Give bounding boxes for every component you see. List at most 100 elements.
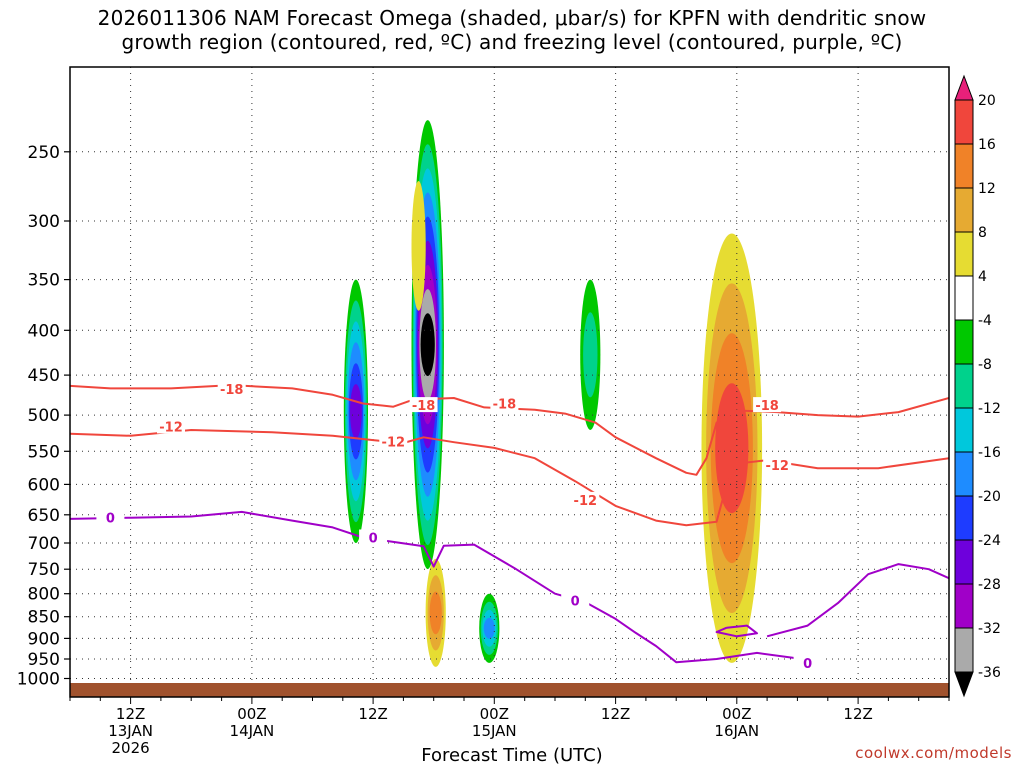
contour-label-bg-2-1 — [359, 529, 388, 545]
contour-label-2-2: 0 — [571, 595, 580, 610]
contour-label-bg-1-1 — [379, 433, 408, 449]
contour-1 — [70, 429, 949, 527]
contour-label-2-0: 0 — [106, 512, 115, 527]
contour-4 — [715, 624, 758, 638]
colorbar-cell-0 — [954, 99, 974, 145]
colorbar-label-5: -4 — [978, 313, 992, 329]
y-tick-label-500: 500 — [28, 406, 60, 426]
colorbar-label-1: 16 — [978, 137, 996, 153]
contour-label-1-0: -12 — [159, 420, 183, 435]
y-tick-label-650: 650 — [28, 506, 60, 526]
contour-label-bg-0-3 — [753, 397, 782, 413]
y-tick-label-350: 350 — [28, 271, 60, 291]
colorbar-cell-1 — [954, 143, 974, 189]
y-tick-label-850: 850 — [28, 608, 60, 628]
colorbar-top-arrow — [954, 74, 974, 101]
y-tick-label-400: 400 — [28, 321, 60, 341]
x-axis-title: Forecast Time (UTC) — [421, 745, 603, 766]
colorbar-cell-11 — [954, 583, 974, 629]
y-tick-label-450: 450 — [28, 366, 60, 386]
colorbar-label-9: -20 — [978, 489, 1001, 505]
colorbar-label-12: -32 — [978, 621, 1001, 637]
contour-label-bg-1-3 — [763, 456, 792, 472]
contour-label-bg-0-1 — [409, 397, 438, 413]
contour-3 — [766, 563, 949, 638]
contour-label-0-2: -18 — [493, 398, 517, 413]
x-tick-label-48: 00Z — [480, 705, 509, 723]
y-tick-label-750: 750 — [28, 560, 60, 580]
y-tick-label-950: 950 — [28, 650, 60, 670]
colorbar-label-13: -36 — [978, 665, 1001, 681]
y-tick-label-600: 600 — [28, 475, 60, 495]
x-date-label-24: 14JAN — [230, 722, 275, 740]
plot-frame — [69, 66, 950, 698]
contour-label-bg-2-3 — [793, 655, 822, 670]
colorbar-label-10: -24 — [978, 533, 1001, 549]
colorbar-cell-5 — [954, 319, 974, 365]
contour-label-bg-0-2 — [490, 395, 519, 411]
omega-shade-0-5 — [350, 384, 362, 439]
y-tick-label-550: 550 — [28, 442, 60, 462]
colorbar-label-7: -12 — [978, 401, 1001, 417]
x-tick-label-84: 12Z — [843, 705, 872, 723]
contour-2 — [70, 510, 808, 664]
contour-label-1-1: -12 — [382, 436, 406, 451]
contour-label-bg-2-0 — [96, 509, 125, 525]
omega-shade-2-3 — [483, 617, 495, 639]
colorbar-cell-8 — [954, 451, 974, 497]
contour-label-bg-0-0 — [217, 381, 246, 397]
colorbar-cell-7 — [954, 407, 974, 453]
colorbar-label-6: -8 — [978, 357, 992, 373]
colorbar-label-11: -28 — [978, 577, 1001, 593]
colorbar-label-2: 12 — [978, 181, 996, 197]
contour-label-0-0: -18 — [220, 383, 244, 398]
colorbar-label-8: -16 — [978, 445, 1001, 461]
x-year-label-12: 2026 — [112, 739, 150, 757]
y-tick-label-800: 800 — [28, 585, 60, 605]
omega-shading — [343, 120, 763, 667]
contour-label-2-1: 0 — [369, 532, 378, 547]
x-tick-label-24: 00Z — [237, 705, 266, 723]
omega-shade-1-8 — [420, 313, 435, 376]
contour-label-1-3: -12 — [765, 459, 789, 474]
contour-label-2-3: 0 — [803, 657, 812, 672]
colorbar-label-0: 20 — [978, 93, 996, 109]
x-tick-label-12: 12Z — [116, 705, 145, 723]
omega-shade-5-0 — [411, 181, 426, 311]
x-date-label-72: 16JAN — [714, 722, 759, 740]
y-tick-label-300: 300 — [28, 212, 60, 232]
x-date-label-12: 13JAN — [108, 722, 153, 740]
contour-label-bg-1-2 — [571, 491, 600, 507]
omega-shade-4-2 — [429, 591, 442, 635]
colorbar-cell-10 — [954, 539, 974, 585]
omega-shade-6-3 — [715, 383, 749, 514]
colorbar-cell-6 — [954, 363, 974, 409]
colorbar-cell-12 — [954, 627, 974, 673]
x-date-label-48: 15JAN — [472, 722, 517, 740]
contour-label-1-2: -12 — [574, 494, 598, 509]
omega-shade-3-1 — [583, 312, 598, 398]
contour-label-bg-1-0 — [157, 418, 185, 434]
contours: -18 -18 -18 -18 -12 -12 -12 -12 0 0 0 0 — [70, 381, 949, 672]
y-tick-label-250: 250 — [28, 143, 60, 163]
chart-title-line-2: growth region (contoured, red, ºC) and f… — [121, 30, 903, 54]
y-tick-label-900: 900 — [28, 629, 60, 649]
colorbar-cell-3 — [954, 231, 974, 277]
y-axis: 2503003504004505005506006507007508008509… — [17, 143, 70, 690]
colorbar: 20 16 12 8 4 -4 -8 -12 -16 -20 -24 -28 -32 -36 — [954, 74, 1001, 698]
y-tick-label-700: 700 — [28, 534, 60, 554]
contour-label-bg-2-2 — [561, 592, 590, 608]
x-tick-label-60: 12Z — [601, 705, 630, 723]
x-tick-label-36: 12Z — [358, 705, 387, 723]
x-tick-label-72: 00Z — [722, 705, 751, 723]
colorbar-label-3: 8 — [978, 225, 987, 241]
gridlines — [70, 67, 949, 697]
colorbar-cell-2 — [954, 187, 974, 233]
contour-label-0-1: -18 — [412, 399, 436, 414]
source-credit: coolwx.com/models — [855, 744, 1012, 762]
chart-title-line-1: 2026011306 NAM Forecast Omega (shaded, μ… — [97, 6, 927, 30]
contour-label-0-3: -18 — [755, 399, 779, 414]
ground-surface — [70, 683, 949, 697]
